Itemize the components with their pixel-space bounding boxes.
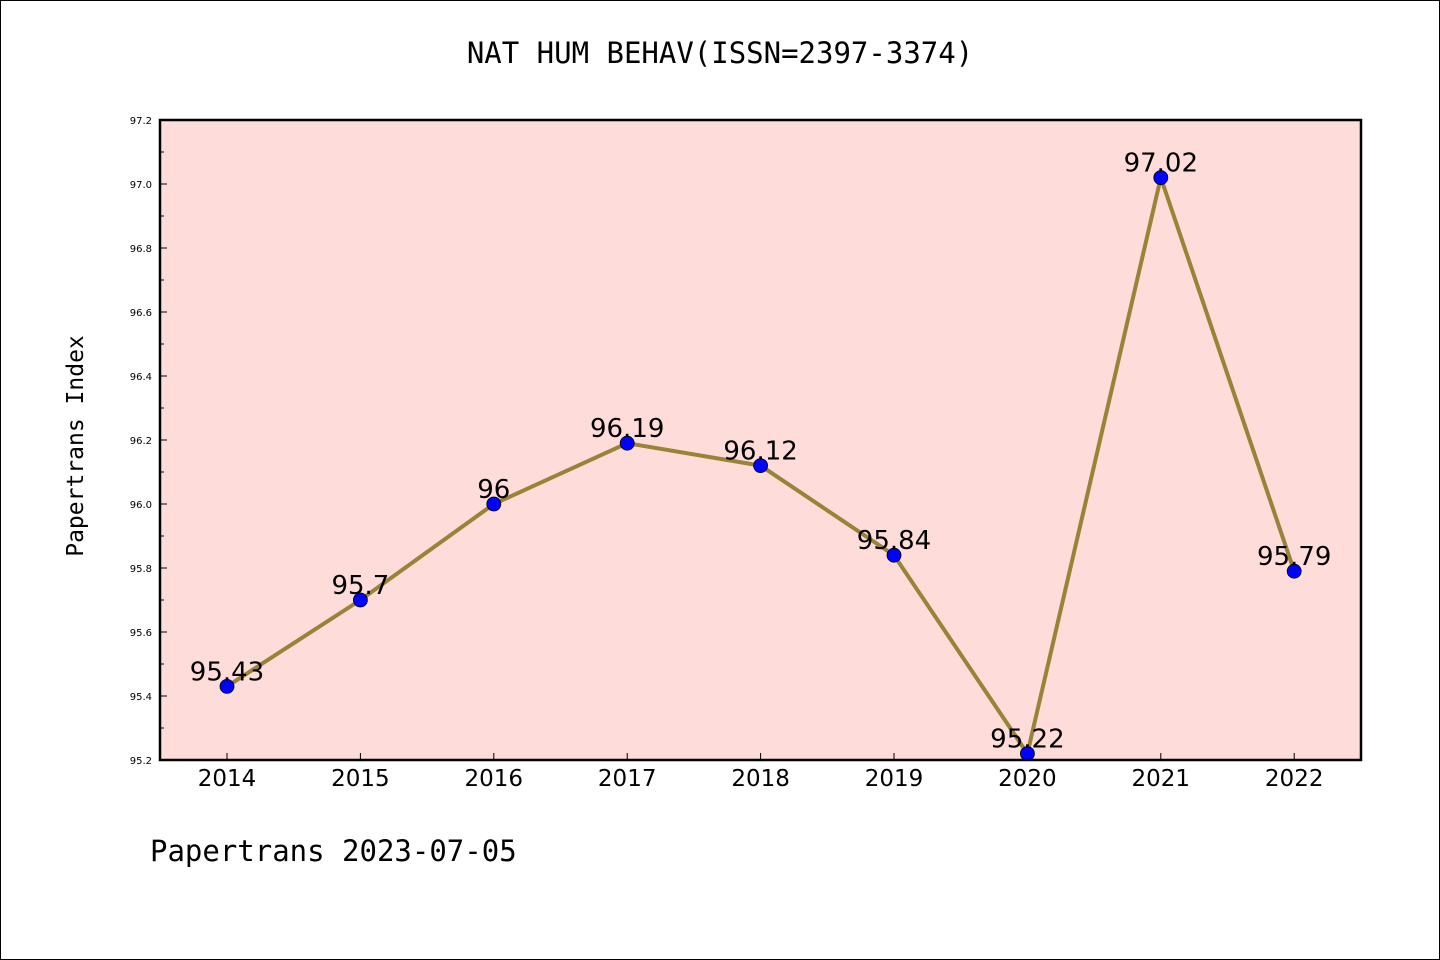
data-point: [753, 458, 768, 474]
footer-credit: Papertrans 2023-07-05: [150, 834, 517, 868]
data-point: [1286, 563, 1302, 579]
x-tick-label: 2021: [1132, 766, 1191, 792]
data-label: 95.7: [331, 571, 389, 601]
x-tick-label: 2014: [198, 766, 257, 792]
x-tick-label: 2019: [865, 766, 924, 792]
data-label: 96.12: [723, 437, 797, 467]
chart-title: NAT HUM BEHAV(ISSN=2397-3374): [466, 36, 974, 70]
y-tick-label: 97.2: [130, 116, 152, 127]
data-point: [1153, 170, 1169, 186]
x-tick-label: 2016: [465, 766, 524, 792]
data-point: [619, 435, 635, 451]
y-tick-label: 96.6: [130, 308, 152, 319]
x-axis: 2014 2015 2016 2017 2018 2019 2020 2021 2022: [198, 753, 1324, 792]
y-tick-label: 96.4: [130, 372, 152, 383]
data-label: 95.79: [1257, 542, 1331, 572]
data-point: [219, 679, 235, 694]
y-tick-label: 95.8: [130, 564, 152, 575]
data-label: 96.19: [590, 414, 664, 444]
y-tick-label: 95.4: [130, 692, 152, 703]
y-tick-label: 96.2: [130, 436, 152, 447]
data-point: [486, 496, 502, 512]
x-tick-label: 2022: [1265, 766, 1324, 792]
plot-border: [158, 118, 1363, 762]
data-label: 95.84: [857, 526, 931, 556]
y-tick-label: 96.8: [130, 244, 152, 255]
data-label: 95.22: [990, 725, 1064, 755]
data-point: [886, 547, 902, 563]
data-label: 95.43: [190, 657, 264, 687]
data-label: 97.02: [1124, 149, 1198, 179]
series-group: 95.43 95.7 96 96.19 96.12 95.84 95.22 97.02 95.7…: [190, 149, 1331, 761]
y-tick-label: 95.6: [130, 628, 152, 639]
y-tick-label: 97.0: [130, 180, 152, 191]
x-tick-label: 2020: [998, 766, 1057, 792]
data-point: [352, 592, 368, 608]
x-tick-label: 2015: [331, 766, 390, 792]
y-tick-label: 96.0: [130, 500, 152, 511]
y-tick-label: 95.2: [130, 756, 152, 767]
data-label: 96: [477, 475, 510, 505]
plot-area: [160, 120, 1361, 760]
x-tick-label: 2018: [731, 766, 790, 792]
x-tick-label: 2017: [598, 766, 657, 792]
